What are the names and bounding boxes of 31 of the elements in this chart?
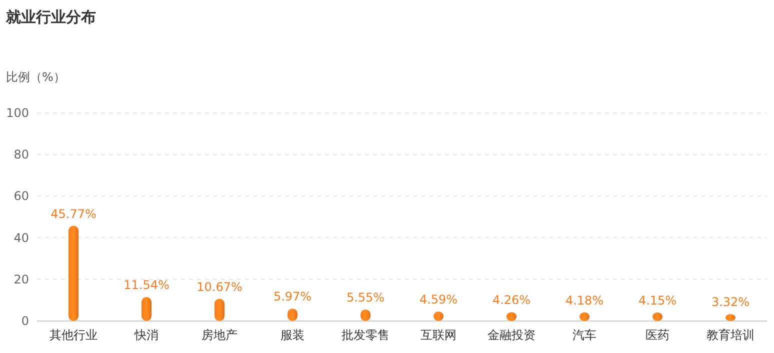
- x-tick-label: 医药: [646, 328, 670, 342]
- data-label: 4.59%: [419, 292, 458, 306]
- x-tick-label: 汽车: [572, 328, 596, 342]
- bar: [214, 298, 224, 321]
- data-label: 4.18%: [565, 293, 604, 308]
- data-label: 5.55%: [346, 290, 385, 304]
- data-label: 45.77%: [50, 206, 96, 221]
- data-label: 4.26%: [492, 293, 531, 308]
- y-axis-title: 比例（%）: [6, 70, 66, 84]
- data-label: 10.67%: [196, 280, 242, 294]
- y-tick-label: 0: [21, 314, 29, 328]
- x-tick-label: 互联网: [420, 328, 456, 342]
- x-tick-label: 其他行业: [50, 328, 98, 342]
- chart-title: 就业行业分布: [5, 8, 96, 26]
- x-tick-label: 教育培训: [706, 328, 754, 342]
- data-label: 11.54%: [124, 278, 170, 292]
- data-label: 3.32%: [711, 295, 750, 310]
- y-tick-label: 80: [14, 148, 29, 162]
- y-tick-label: 20: [14, 272, 29, 286]
- x-tick-label: 房地产: [202, 328, 238, 342]
- y-tick-label: 40: [14, 230, 29, 245]
- x-tick-label: 快消: [134, 328, 158, 342]
- data-label: 5.97%: [273, 290, 312, 304]
- data-label: 4.15%: [638, 293, 677, 308]
- x-tick-label: 批发零售: [342, 328, 390, 342]
- y-tick-label: 60: [14, 189, 29, 204]
- x-tick-label: 服装: [280, 328, 304, 342]
- y-tick-label: 100: [6, 106, 29, 120]
- x-tick-label: 金融投资: [488, 328, 536, 342]
- bar: [68, 226, 78, 321]
- bar: [142, 296, 152, 321]
